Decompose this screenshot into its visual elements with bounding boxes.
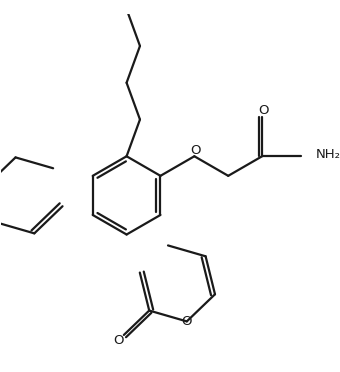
Text: O: O [182, 315, 192, 328]
Text: NH₂: NH₂ [315, 148, 340, 161]
Text: O: O [113, 334, 123, 347]
Text: O: O [258, 104, 269, 117]
Text: O: O [191, 144, 201, 157]
